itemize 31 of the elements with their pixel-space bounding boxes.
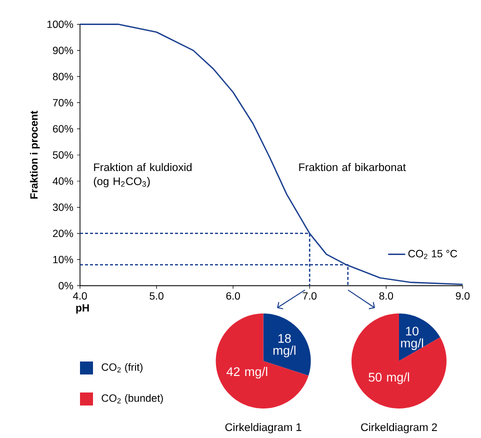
y-tick-label: 80% (52, 72, 74, 80)
data-label: 18 mg/l (273, 334, 296, 358)
y-tick-label: 50% (52, 151, 74, 159)
line-series (79, 24, 464, 286)
y-tick-label: 90% (52, 46, 74, 54)
x-axis-title: pH (76, 304, 89, 314)
legend-label: CO$_{2}$ (bundet) (102, 394, 163, 404)
data-label: 42 mg/l (226, 366, 268, 379)
x-tick-label: 6.0 (226, 292, 240, 300)
y-tick-label: 30% (52, 204, 74, 211)
x-tick-label: 7.0 (302, 292, 317, 300)
data-label: 50 mg/l (368, 372, 410, 384)
x-tick-label: 4.0 (72, 292, 87, 300)
text: Cirkeldiagram 1 (225, 423, 302, 434)
text: Cirkeldiagram 2 (361, 423, 437, 434)
data-label: 10 mg/l (401, 326, 424, 350)
y-tick-label: 20% (52, 230, 74, 238)
y-tick-label: 70% (52, 99, 74, 106)
x-tick-label: 8.0 (379, 292, 394, 300)
annotation: Fraktion af kuldioxid (og H$_{2}$CO$_{3}$) (94, 163, 192, 188)
y-tick-label: 0% (58, 282, 74, 290)
y-tick-label: 60% (52, 125, 74, 133)
y-axis-title: Fraktion i procent (30, 110, 40, 199)
x-tick-label: 9.0 (456, 292, 470, 300)
y-tick-label: 10% (53, 256, 74, 264)
x-tick-label: 5.0 (150, 292, 164, 300)
legend-label: CO$_{2}$ 15 °C (408, 250, 458, 259)
y-tick-label: 40% (52, 177, 74, 185)
annotation: Fraktion af bikarbonat (299, 163, 406, 172)
y-tick-label: 100% (47, 20, 74, 28)
legend-label: CO$_{2}$ (frit) (102, 363, 142, 373)
